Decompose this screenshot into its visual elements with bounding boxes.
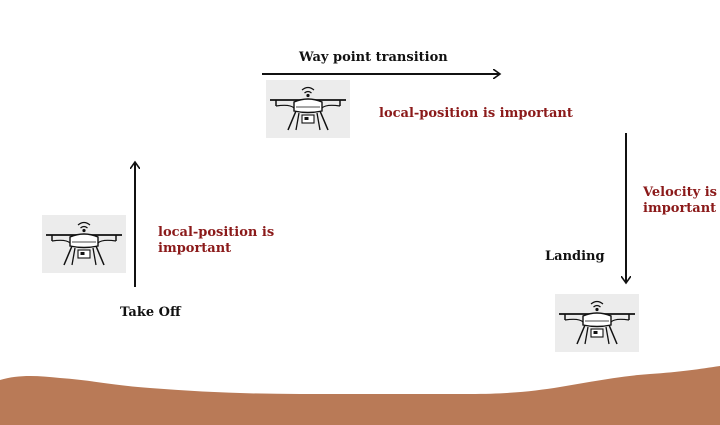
camera-icon — [590, 328, 604, 338]
landing-label: Landing — [545, 249, 605, 264]
waypoint-note: local-position is important — [379, 106, 573, 121]
wifi-signal-icon — [77, 221, 91, 233]
drone-icon — [559, 300, 635, 345]
landing-drone — [555, 294, 639, 352]
takeoff-label: Take Off — [120, 305, 181, 320]
camera-icon — [77, 249, 91, 259]
takeoff-note-line2: important — [158, 241, 232, 256]
drone-icon — [46, 221, 122, 266]
takeoff-drone — [42, 215, 126, 273]
takeoff-note: local-position is important — [158, 225, 274, 257]
wifi-signal-icon — [301, 86, 315, 98]
camera-icon — [301, 114, 315, 124]
landing-note-line1: Velocity is — [643, 185, 717, 200]
drone-icon — [270, 86, 346, 131]
landing-note: Velocity is important — [643, 185, 717, 217]
ground — [0, 366, 720, 425]
takeoff-note-line1: local-position is — [158, 225, 275, 240]
waypoint-label: Way point transition — [299, 50, 448, 65]
wifi-signal-icon — [590, 300, 604, 312]
landing-note-line2: important — [643, 201, 717, 216]
waypoint-drone — [266, 80, 350, 138]
